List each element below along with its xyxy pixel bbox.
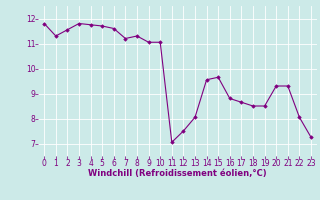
X-axis label: Windchill (Refroidissement éolien,°C): Windchill (Refroidissement éolien,°C)	[88, 169, 267, 178]
